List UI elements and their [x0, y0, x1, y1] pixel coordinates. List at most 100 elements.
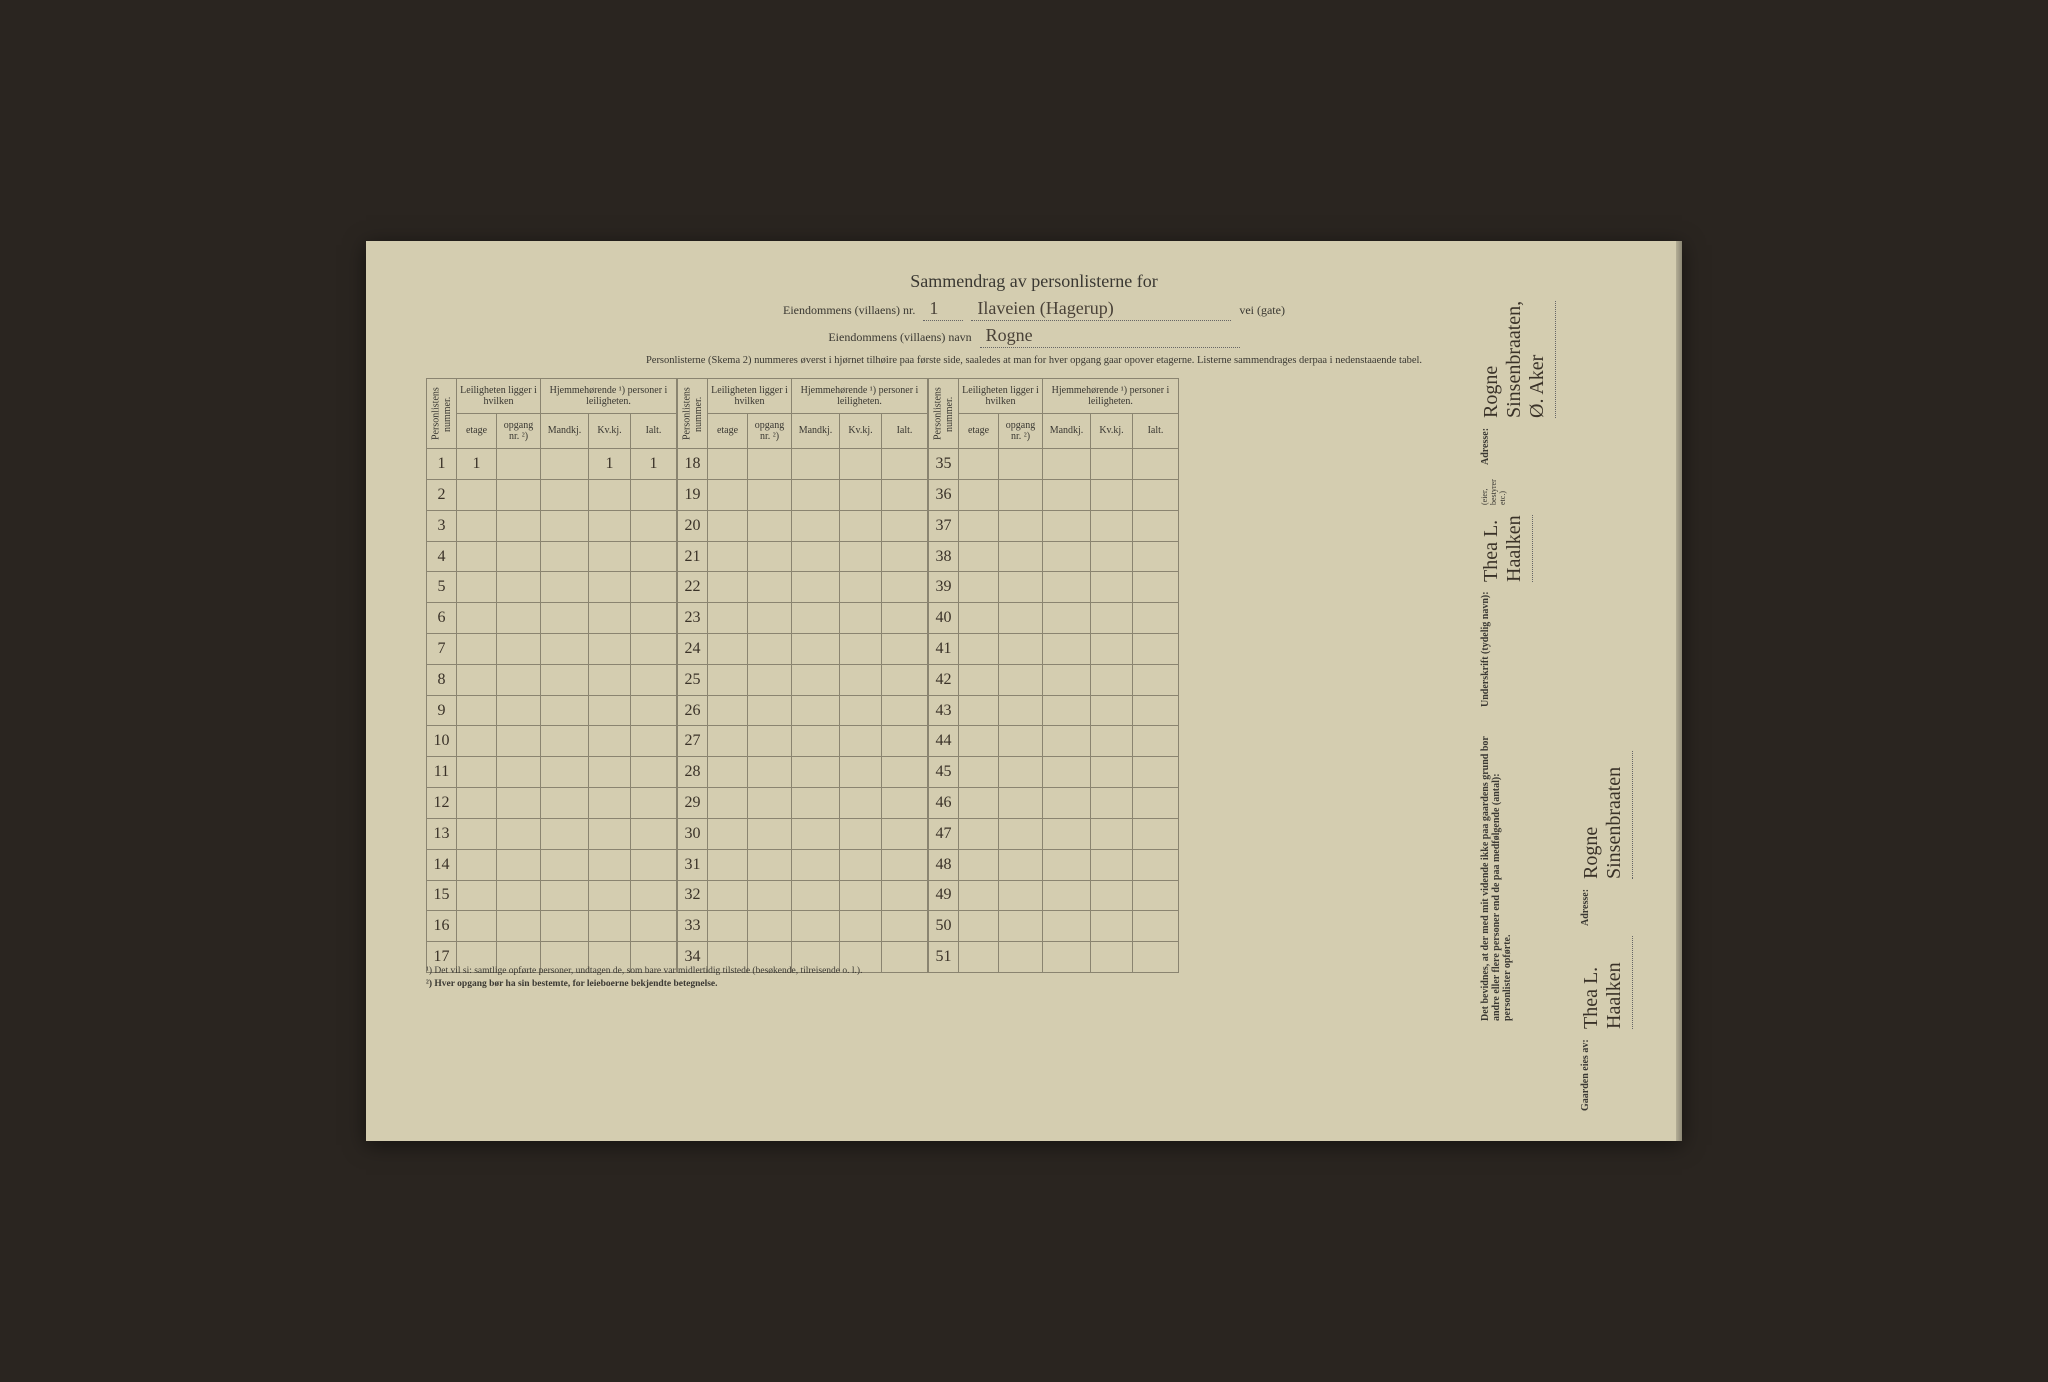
row-number: 16: [427, 911, 457, 942]
cell-etage: [959, 510, 999, 541]
cell-mandkj: [1043, 572, 1091, 603]
cell-ialt: [882, 911, 928, 942]
table-row: 4: [427, 541, 677, 572]
cell-ialt: [1133, 726, 1179, 757]
cell-etage: [959, 726, 999, 757]
cell-etage: [959, 942, 999, 973]
cell-opgang: [999, 572, 1043, 603]
cell-opgang: [999, 726, 1043, 757]
cell-mandkj: [541, 695, 589, 726]
cell-kvkj: [1091, 788, 1133, 819]
cell-kvkj: [589, 634, 631, 665]
cell-mandkj: [1043, 757, 1091, 788]
col-hjemmehorende-group: Hjemmehørende ¹) personer i leiligheten.: [792, 379, 928, 414]
cell-kvkj: 1: [589, 449, 631, 480]
cell-kvkj: [589, 880, 631, 911]
cell-etage: [457, 510, 497, 541]
table-row: 39: [929, 572, 1179, 603]
cell-mandkj: [1043, 942, 1091, 973]
table-row: 48: [929, 849, 1179, 880]
cell-ialt: [882, 818, 928, 849]
census-table-wrap: Personlistens nummer.Leiligheten ligger …: [426, 378, 1642, 959]
table-row: 40: [929, 603, 1179, 634]
cell-mandkj: [1043, 726, 1091, 757]
row-number: 41: [929, 634, 959, 665]
cell-kvkj: [589, 541, 631, 572]
cell-kvkj: [589, 911, 631, 942]
cell-etage: [457, 788, 497, 819]
owner-line: Gaarden eies av: Thea L. Haalken: [1580, 936, 1640, 1111]
signature-label: Underskrift (tydelig navn):: [1480, 592, 1491, 708]
cell-mandkj: [541, 788, 589, 819]
instruction-text: Personlisterne (Skema 2) nummeres øverst…: [426, 354, 1642, 368]
cell-opgang: [497, 880, 541, 911]
cell-opgang: [999, 818, 1043, 849]
cell-opgang: [748, 541, 792, 572]
col-etage: etage: [959, 414, 999, 449]
cell-opgang: [497, 757, 541, 788]
cell-mandkj: [541, 479, 589, 510]
cell-kvkj: [1091, 911, 1133, 942]
cell-kvkj: [1091, 479, 1133, 510]
table-row: 23: [678, 603, 928, 634]
col-leiligheten-group: Leiligheten ligger i hvilken: [708, 379, 792, 414]
cell-ialt: [631, 726, 677, 757]
cell-mandkj: [541, 726, 589, 757]
cell-etage: [708, 911, 748, 942]
cell-mandkj: [1043, 541, 1091, 572]
cell-etage: [959, 695, 999, 726]
cell-kvkj: [840, 726, 882, 757]
cell-etage: [959, 634, 999, 665]
cell-kvkj: [1091, 818, 1133, 849]
cell-etage: [457, 603, 497, 634]
row-number: 19: [678, 479, 708, 510]
table-row: 13: [427, 818, 677, 849]
cell-kvkj: [1091, 880, 1133, 911]
row-number: 4: [427, 541, 457, 572]
cell-ialt: [1133, 757, 1179, 788]
cell-opgang: [497, 603, 541, 634]
row-number: 51: [929, 942, 959, 973]
table-row: 43: [929, 695, 1179, 726]
cell-opgang: [497, 695, 541, 726]
table-row: 47: [929, 818, 1179, 849]
cell-mandkj: [1043, 788, 1091, 819]
row-number: 31: [678, 849, 708, 880]
property-name-value: Rogne: [980, 325, 1240, 348]
row-number: 11: [427, 757, 457, 788]
table-row: 49: [929, 880, 1179, 911]
owner-note: (eier, bestyrer etc.): [1480, 479, 1507, 505]
cell-mandkj: [1043, 695, 1091, 726]
row-number: 8: [427, 664, 457, 695]
cell-ialt: [882, 849, 928, 880]
table-row: 51: [929, 942, 1179, 973]
table-row: 25: [678, 664, 928, 695]
cell-opgang: [748, 449, 792, 480]
cell-mandkj: [1043, 449, 1091, 480]
col-leiligheten-group: Leiligheten ligger i hvilken: [959, 379, 1043, 414]
cell-opgang: [999, 880, 1043, 911]
cell-kvkj: [840, 541, 882, 572]
row-number: 15: [427, 880, 457, 911]
row-number: 30: [678, 818, 708, 849]
cell-etage: [959, 880, 999, 911]
header: Sammendrag av personlisterne for Eiendom…: [426, 271, 1642, 368]
cell-etage: [457, 818, 497, 849]
cell-mandkj: [792, 603, 840, 634]
cell-kvkj: [589, 479, 631, 510]
cell-etage: [708, 603, 748, 634]
cell-ialt: [631, 849, 677, 880]
row-number: 32: [678, 880, 708, 911]
cell-etage: [959, 541, 999, 572]
property-nr-value: 1: [923, 298, 963, 321]
page-title: Sammendrag av personlisterne for: [426, 271, 1642, 292]
cell-kvkj: [589, 849, 631, 880]
cell-mandkj: [541, 757, 589, 788]
row-number: 29: [678, 788, 708, 819]
cell-mandkj: [792, 726, 840, 757]
col-kvkj: Kv.kj.: [840, 414, 882, 449]
col-etage: etage: [457, 414, 497, 449]
cell-mandkj: [792, 757, 840, 788]
table-row: 2: [427, 479, 677, 510]
cell-kvkj: [1091, 664, 1133, 695]
